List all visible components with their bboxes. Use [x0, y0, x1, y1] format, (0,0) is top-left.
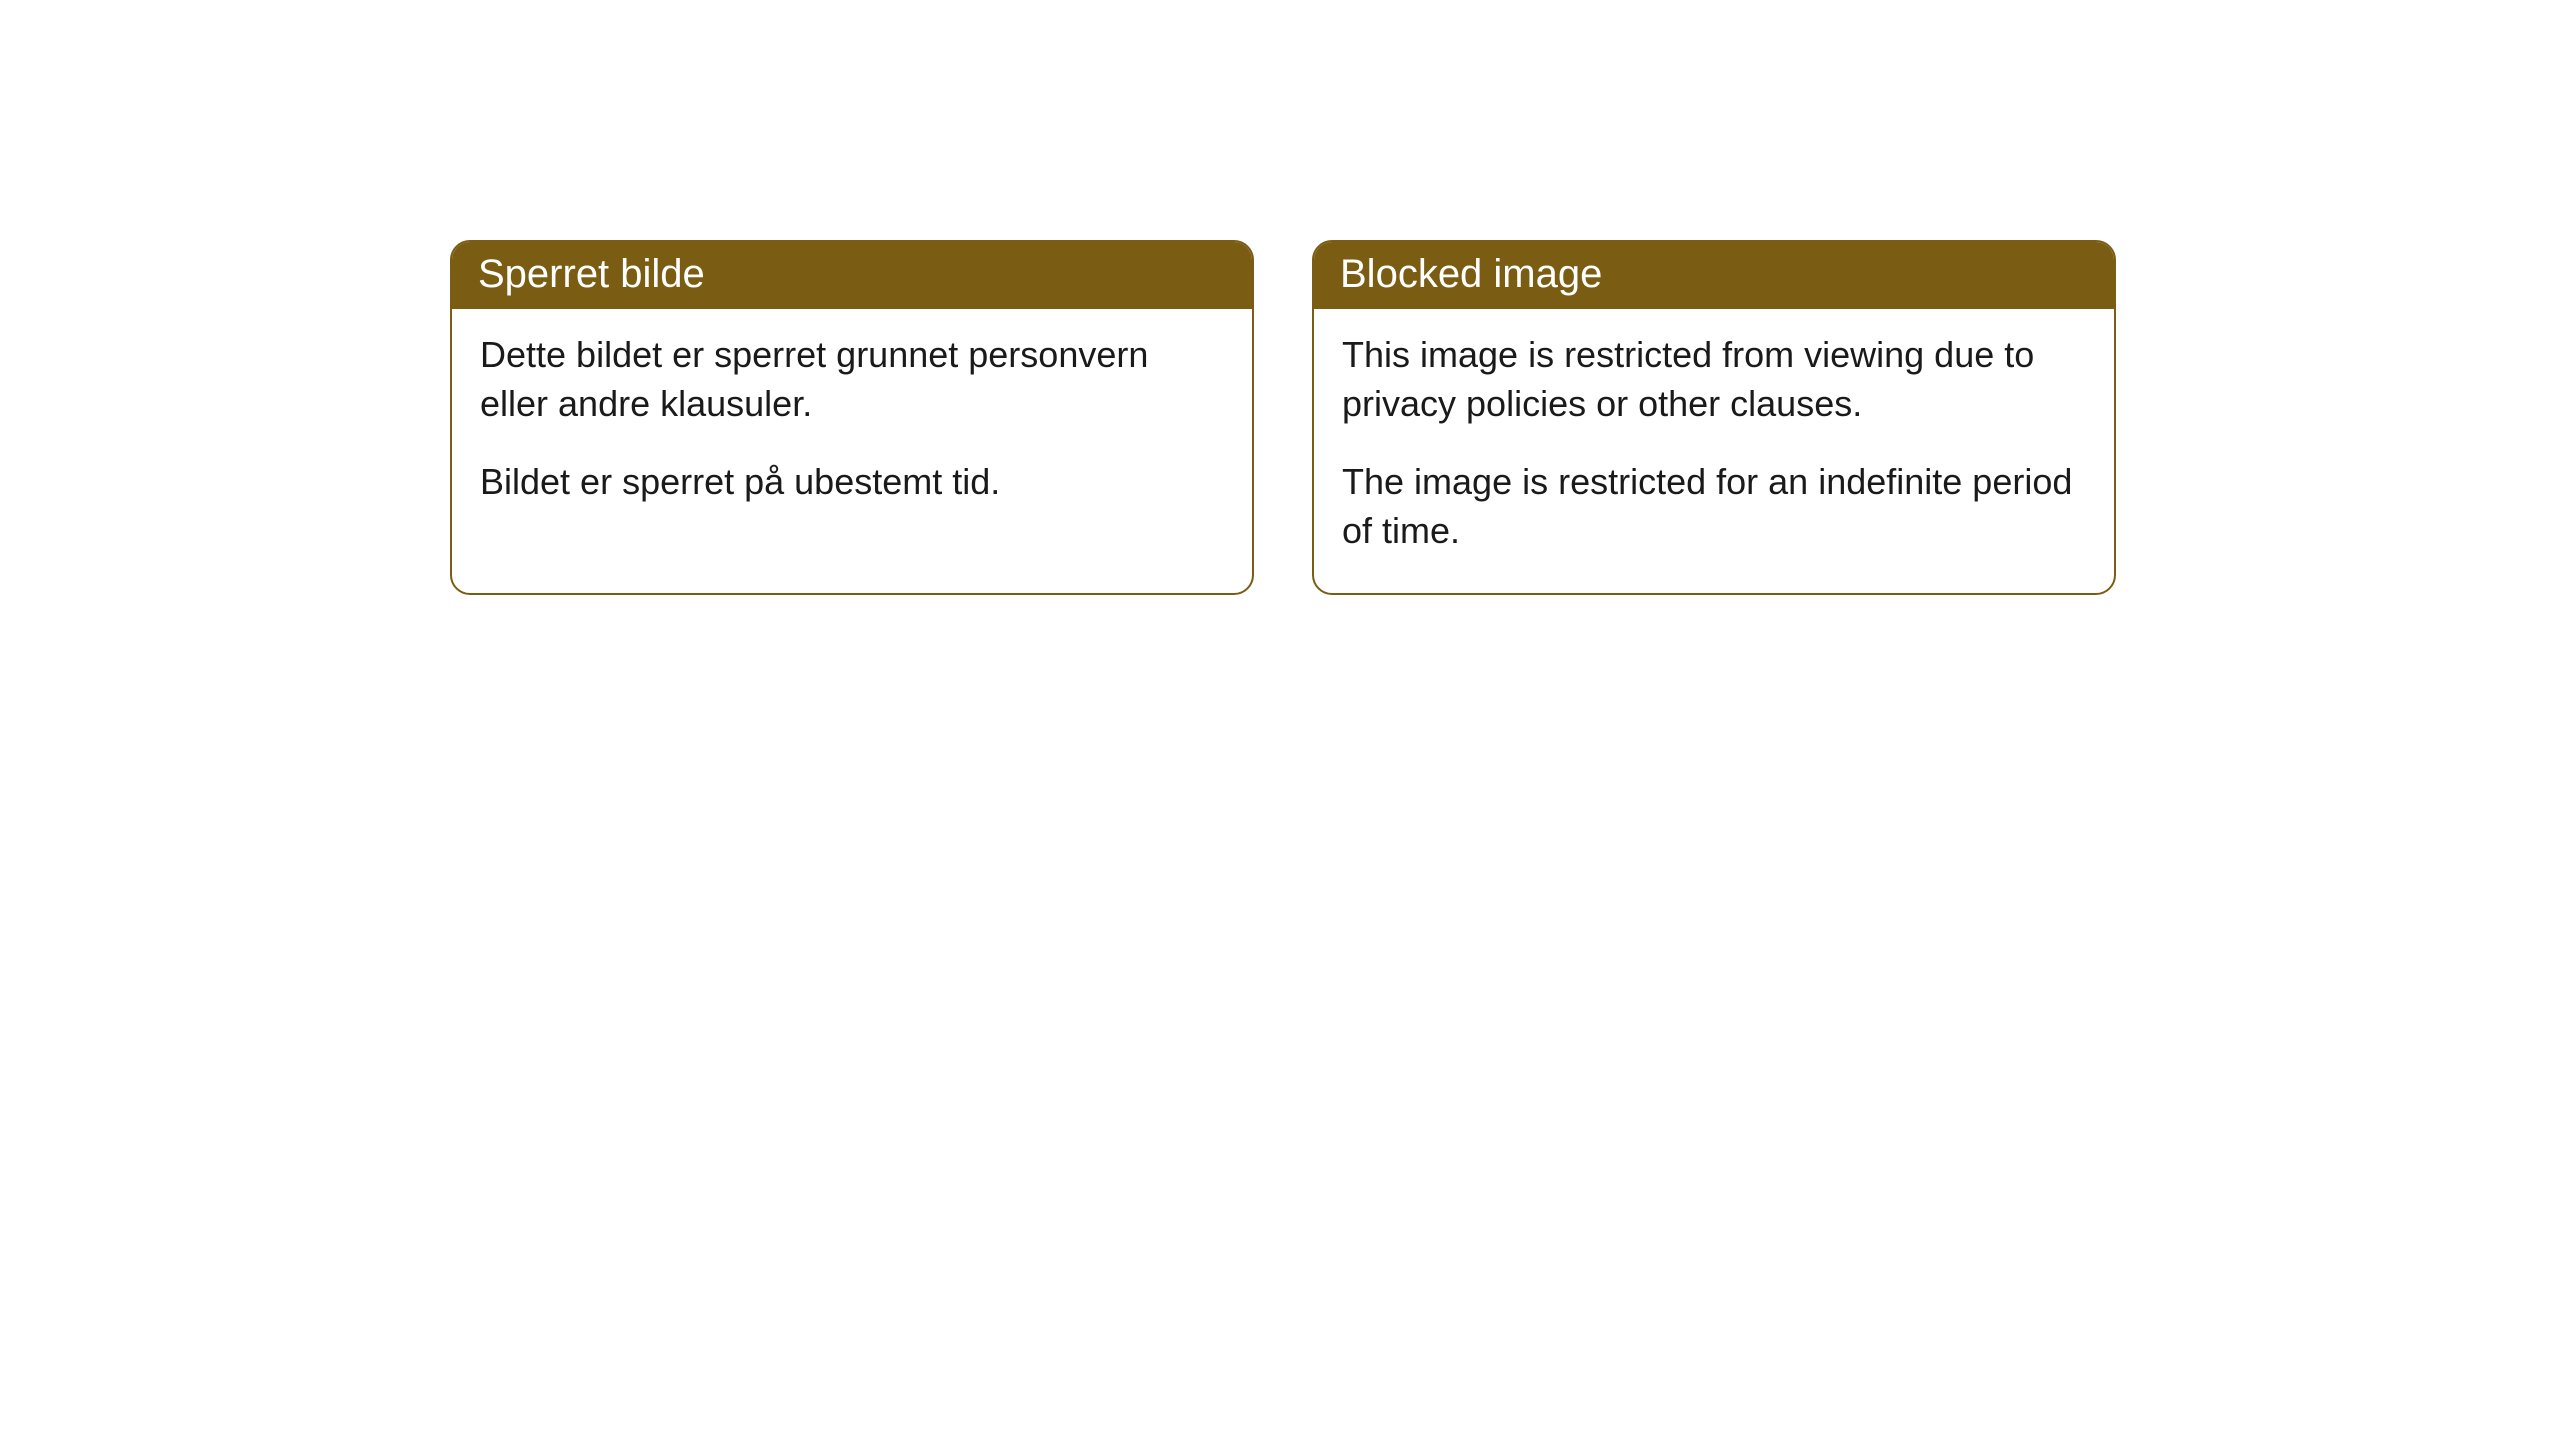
card-paragraph-2: Bildet er sperret på ubestemt tid.: [480, 458, 1224, 507]
card-body-english: This image is restricted from viewing du…: [1314, 309, 2114, 593]
card-title-norwegian: Sperret bilde: [452, 242, 1252, 309]
card-norwegian: Sperret bilde Dette bildet er sperret gr…: [450, 240, 1254, 595]
card-title-english: Blocked image: [1314, 242, 2114, 309]
card-paragraph-2: The image is restricted for an indefinit…: [1342, 458, 2086, 555]
card-english: Blocked image This image is restricted f…: [1312, 240, 2116, 595]
cards-container: Sperret bilde Dette bildet er sperret gr…: [450, 240, 2116, 595]
card-paragraph-1: This image is restricted from viewing du…: [1342, 331, 2086, 428]
card-body-norwegian: Dette bildet er sperret grunnet personve…: [452, 309, 1252, 545]
card-paragraph-1: Dette bildet er sperret grunnet personve…: [480, 331, 1224, 428]
